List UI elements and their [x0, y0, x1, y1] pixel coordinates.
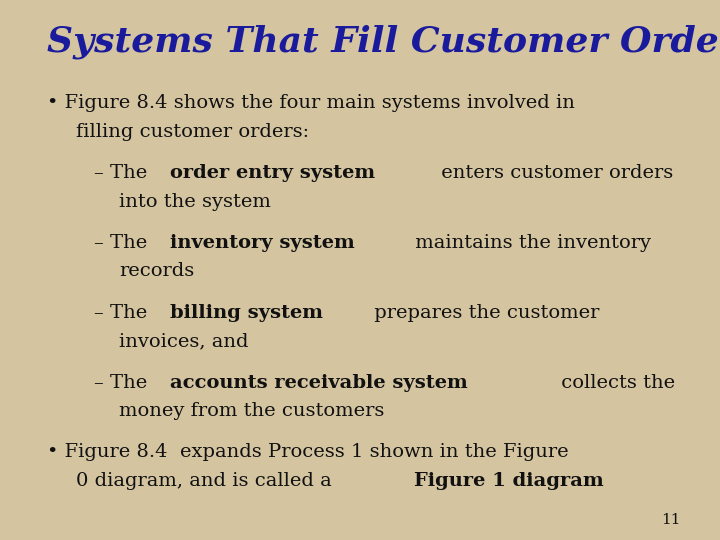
Text: – The: – The — [94, 304, 153, 322]
Text: into the system: into the system — [119, 193, 271, 211]
Text: Systems That Fill Customer Orders: Systems That Fill Customer Orders — [47, 24, 720, 59]
Text: filling customer orders:: filling customer orders: — [76, 123, 309, 141]
Text: 0 diagram, and is called a: 0 diagram, and is called a — [76, 472, 338, 490]
Text: billing system: billing system — [171, 304, 323, 322]
Text: inventory system: inventory system — [171, 234, 355, 252]
Text: – The: – The — [94, 234, 153, 252]
Text: accounts receivable system: accounts receivable system — [171, 374, 468, 391]
Text: – The: – The — [94, 164, 153, 183]
Text: – The: – The — [94, 374, 153, 391]
Text: • Figure 8.4 shows the four main systems involved in: • Figure 8.4 shows the four main systems… — [47, 94, 575, 112]
Text: enters customer orders: enters customer orders — [435, 164, 673, 183]
Text: • Figure 8.4  expands Process 1 shown in the Figure: • Figure 8.4 expands Process 1 shown in … — [47, 443, 568, 461]
Text: order entry system: order entry system — [171, 164, 376, 183]
Text: prepares the customer: prepares the customer — [368, 304, 599, 322]
Text: records: records — [119, 262, 194, 280]
Text: collects the: collects the — [554, 374, 675, 391]
Text: invoices, and: invoices, and — [119, 332, 248, 350]
Text: 11: 11 — [661, 512, 680, 526]
Text: Figure 1 diagram: Figure 1 diagram — [414, 472, 603, 490]
Text: money from the customers: money from the customers — [119, 402, 384, 420]
Text: maintains the inventory: maintains the inventory — [409, 234, 651, 252]
